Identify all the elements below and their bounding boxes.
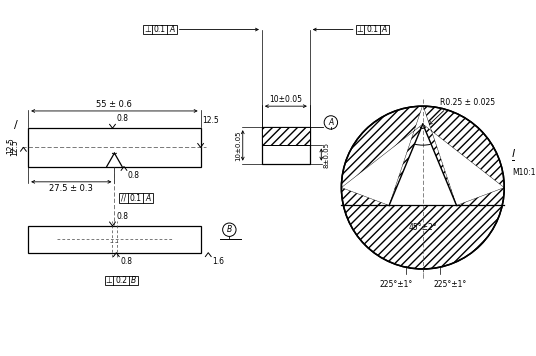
Text: ⊥: ⊥ (106, 276, 113, 285)
Text: A: A (382, 25, 387, 34)
Bar (262, 127, 310, 146)
Text: ⊥: ⊥ (357, 25, 363, 34)
Text: 8±0.05: 8±0.05 (323, 142, 329, 168)
Text: R0.25 ± 0.025: R0.25 ± 0.025 (440, 98, 495, 107)
Text: 0.8: 0.8 (128, 171, 140, 180)
Text: A: A (169, 25, 175, 34)
Text: 0.1: 0.1 (366, 25, 378, 34)
Text: A: A (145, 194, 151, 203)
Text: 12.5: 12.5 (10, 139, 19, 156)
Text: 45°±2°: 45°±2° (408, 223, 437, 232)
Text: 0.1: 0.1 (153, 25, 166, 34)
Circle shape (341, 106, 504, 269)
Text: 0.1: 0.1 (130, 194, 142, 203)
Polygon shape (389, 124, 457, 205)
Text: 225°±1°: 225°±1° (379, 281, 413, 289)
Bar (119, 193, 153, 203)
Bar (105, 276, 138, 285)
Text: 0.8: 0.8 (116, 212, 128, 221)
Text: 12.5: 12.5 (6, 137, 16, 154)
Text: 55 ± 0.6: 55 ± 0.6 (96, 100, 132, 109)
Text: 0.8: 0.8 (120, 257, 132, 267)
Bar (356, 25, 389, 34)
Text: /: / (14, 120, 18, 130)
Bar (28, 128, 200, 167)
Text: M10:1: M10:1 (512, 168, 535, 177)
Text: 0.8: 0.8 (116, 114, 128, 124)
Bar (143, 25, 177, 34)
Bar (262, 127, 310, 164)
Text: 0.2: 0.2 (115, 276, 127, 285)
Text: 10±0.05: 10±0.05 (235, 130, 241, 161)
Text: 225°±1°: 225°±1° (433, 281, 466, 289)
Text: ⊥: ⊥ (144, 25, 151, 34)
Text: 27.5 ± 0.3: 27.5 ± 0.3 (49, 184, 93, 193)
Text: B: B (227, 225, 232, 234)
Bar (262, 127, 310, 146)
Text: B: B (131, 276, 136, 285)
Text: 12.5: 12.5 (203, 116, 219, 125)
Text: 1.6: 1.6 (212, 257, 224, 267)
Text: 10±0.05: 10±0.05 (270, 95, 302, 104)
Text: A: A (328, 118, 333, 127)
Text: l: l (512, 149, 515, 159)
Text: //: // (121, 194, 126, 203)
Bar (28, 226, 200, 253)
